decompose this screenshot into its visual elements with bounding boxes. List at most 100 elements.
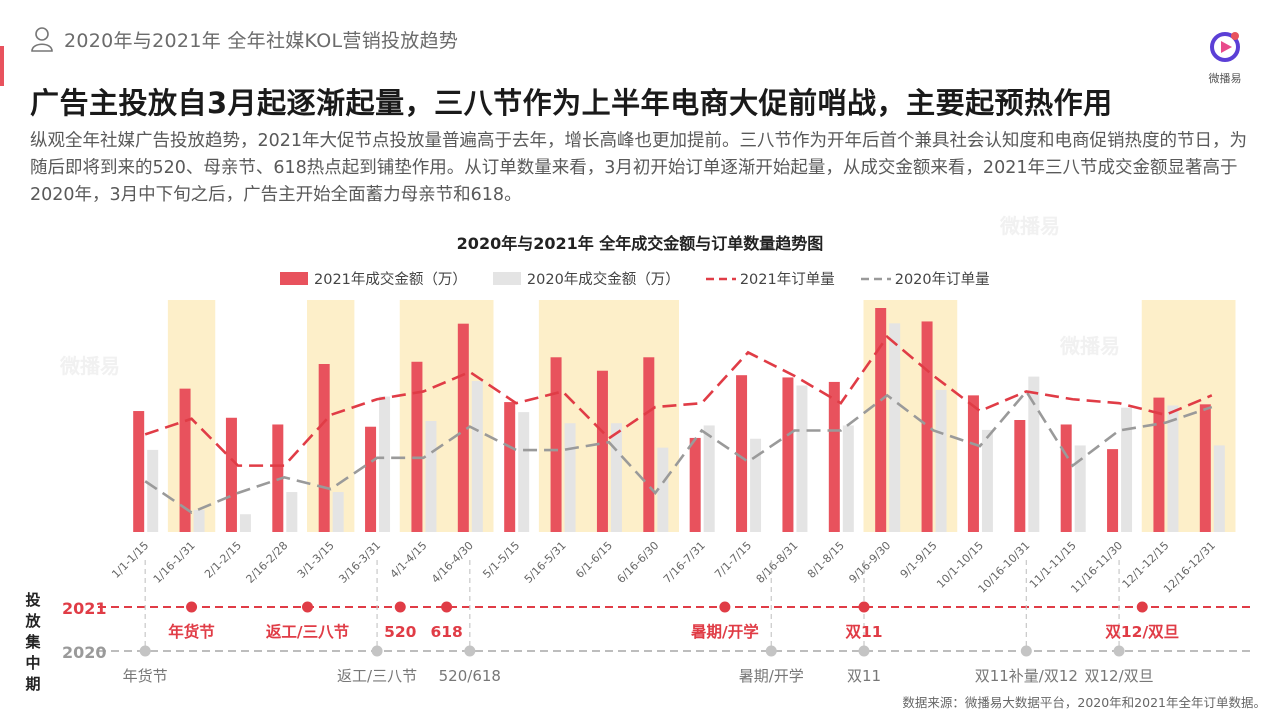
- headline: 广告主投放自3月起逐渐起量，三八节作为上半年电商大促前哨战，主要起预热作用: [30, 86, 1113, 120]
- timeline-2021-dot: [719, 601, 731, 613]
- timeline-2021-dot: [302, 601, 313, 613]
- highlight-band: [399, 300, 448, 532]
- timeline-2021-dot: [1136, 601, 1148, 613]
- data-source-note: 数据来源：微播易大数据平台，2020年和2021年全年订单数据。: [902, 695, 1266, 710]
- x-tick-label: 7/1-7/15: [712, 539, 754, 581]
- legend-item-2021-orders: 2021年订单量: [705, 268, 835, 289]
- highlight-band: [1141, 300, 1190, 532]
- x-tick-label: 1/1-1/15: [109, 539, 151, 581]
- timeline-row-title: 投放集中期: [25, 591, 41, 693]
- bar-2020: [471, 381, 483, 532]
- bar-2021: [596, 370, 608, 532]
- x-tick-label: 4/16-4/30: [429, 539, 476, 586]
- bar-2021: [133, 411, 145, 532]
- bar-2020: [981, 429, 993, 532]
- logo-text: 微播易: [1208, 72, 1242, 85]
- section-title: 2020年与2021年 全年社媒KOL营销投放趋势: [64, 29, 459, 52]
- bar-2021: [318, 364, 330, 532]
- bar-2021: [1060, 424, 1072, 532]
- timeline-2021-event-label: 520: [384, 623, 417, 641]
- brand-logo: 微播易: [1202, 30, 1248, 85]
- x-tick-label: 4/1-4/15: [388, 539, 430, 581]
- bar-2020: [332, 492, 344, 532]
- legend-swatch: [860, 277, 891, 280]
- line-2020-orders: [144, 389, 1213, 514]
- bar-2021: [411, 361, 423, 532]
- timeline-2020-dot: [371, 645, 383, 657]
- chart-legend: 2021年成交金额（万） 2020年成交金额（万） 2021年订单量 2020年…: [280, 268, 1016, 289]
- timeline-2021-dot: [441, 601, 453, 613]
- bar-2021: [504, 402, 516, 532]
- x-tick-label: 2/1-2/15: [202, 539, 244, 581]
- bar-2020: [147, 449, 159, 532]
- timeline-2020-event-label: 双11: [847, 667, 881, 685]
- timeline-2021-dot: [858, 601, 870, 613]
- bar-2020: [657, 447, 669, 532]
- bar-2020: [1074, 445, 1086, 532]
- bar-2020: [518, 412, 530, 532]
- bar-2021: [736, 375, 748, 532]
- bar-2020: [750, 438, 762, 532]
- highlight-band: [538, 300, 587, 532]
- accent-bar: [0, 46, 4, 86]
- legend-label: 2021年订单量: [739, 272, 835, 288]
- timeline-2020-event-label: 双11补量/双12: [975, 667, 1078, 685]
- timeline-2020-dot: [858, 645, 870, 657]
- legend-item-2021-amount: 2021年成交金额（万）: [280, 268, 467, 289]
- timeline-2020-dot: [1020, 645, 1032, 657]
- bar-2020: [286, 492, 298, 532]
- timeline-2020-event-label: 年货节: [123, 667, 168, 685]
- line-2021-orders: [144, 334, 1213, 467]
- timeline-2021-event-label: 双12/双旦: [1105, 623, 1179, 641]
- timeline-2020-event-label: 520/618: [439, 667, 501, 685]
- legend-swatch: [280, 272, 308, 285]
- bar-2020: [425, 421, 437, 532]
- x-tick-label: 9/16-9/30: [846, 539, 893, 586]
- x-tick-label: 9/1-9/15: [898, 539, 940, 581]
- timeline-2020-event-label: 暑期/开学: [739, 667, 804, 685]
- legend-swatch: [705, 277, 736, 280]
- bar-2021: [689, 437, 701, 532]
- highlight-band: [909, 300, 958, 532]
- bar-2020: [1028, 376, 1040, 532]
- legend-swatch: [492, 272, 521, 285]
- x-tick-label: 2/16-2/28: [243, 539, 290, 586]
- bar-2021: [967, 395, 979, 532]
- bar-2020: [564, 423, 576, 532]
- legend-label: 2021年成交金额（万）: [314, 272, 467, 288]
- bar-2021: [1153, 397, 1165, 532]
- bar-2020: [703, 425, 715, 532]
- x-tick-label: 6/1-6/15: [573, 539, 615, 581]
- timeline-2021-event-label: 618: [430, 623, 462, 641]
- bar-2021: [1199, 404, 1211, 532]
- bar-2020: [1167, 405, 1179, 532]
- bar-2021: [643, 357, 655, 532]
- x-tick-label: 8/1-8/15: [805, 539, 847, 581]
- x-tick-label: 6/16-6/30: [614, 539, 661, 586]
- highlight-band: [446, 300, 494, 532]
- bar-2021: [1107, 449, 1119, 532]
- highlight-band: [631, 300, 679, 532]
- bar-2020: [193, 509, 205, 532]
- bar-2021: [457, 323, 469, 532]
- timeline-2020-event-label: 双12/双旦: [1084, 667, 1153, 685]
- legend-label: 2020年订单量: [894, 272, 990, 288]
- bar-2021: [828, 381, 840, 532]
- x-tick-label: 7/16-7/31: [661, 539, 708, 586]
- highlight-band: [863, 300, 911, 532]
- bar-2020: [610, 423, 622, 532]
- timeline-2020-label: 2020: [62, 643, 107, 662]
- timeline-2020-dot: [1113, 645, 1125, 657]
- bar-2020: [1213, 445, 1225, 532]
- timeline-2021-event-label: 暑期/开学: [691, 622, 759, 641]
- highlight-band: [1188, 300, 1236, 532]
- bar-2021: [550, 357, 562, 532]
- play-logo-icon: [1210, 32, 1240, 62]
- x-tick-label: 3/1-3/15: [295, 539, 337, 581]
- timeline-2020-dot: [464, 645, 476, 657]
- x-tick-label: 1/16-1/31: [151, 539, 198, 586]
- timeline-2021-event-label: 返工/三八节: [266, 622, 349, 641]
- x-tick-label: 3/16-3/31: [336, 539, 383, 586]
- bar-2021: [875, 308, 887, 532]
